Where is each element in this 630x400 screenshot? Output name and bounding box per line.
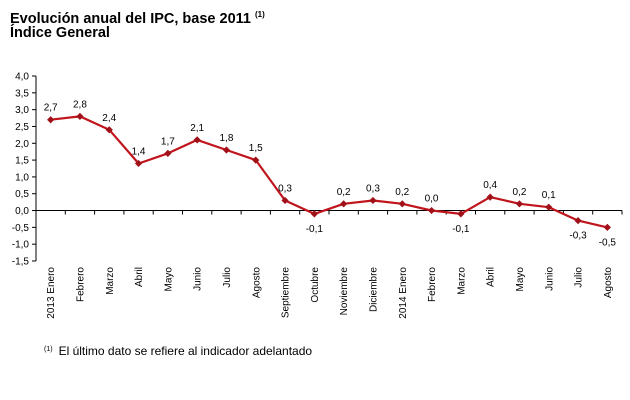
- x-tick-label: 2014 Enero: [398, 267, 409, 319]
- x-tick-label: Octubre: [310, 267, 321, 303]
- y-tick-label: -1,0: [12, 240, 30, 251]
- data-label: -0,1: [306, 224, 324, 235]
- data-point: [222, 146, 231, 154]
- data-label: 0,3: [366, 183, 380, 194]
- x-tick-label: Septiembre: [281, 267, 292, 319]
- data-label: 0,3: [278, 183, 292, 194]
- data-point: [457, 210, 465, 218]
- chart-subtitle: Índice General: [10, 25, 110, 41]
- data-point: [398, 200, 406, 208]
- data-label: 1,5: [249, 143, 263, 154]
- x-axis: 2013 Enero Febrero Marzo Abril Mayo Junio Juli…: [35, 210, 623, 319]
- x-tick-label: Julio: [574, 267, 585, 288]
- chart-title: Evolución anual del IPC, base 2011 (1): [10, 6, 265, 28]
- footnote: (1) El último dato se refiere al indicado…: [44, 344, 312, 358]
- data-point: [574, 217, 582, 225]
- y-axis: 4,0 3,5 3,0 2,5 2,0 1,5 1,0 0,5 0,0 -0,5 -1,0 -1,5: [12, 72, 37, 268]
- x-tick-label: Febrero: [427, 267, 438, 302]
- y-tick-label: -1,5: [12, 257, 30, 268]
- data-point: [134, 159, 143, 168]
- x-tick-label: Junio: [544, 267, 555, 291]
- chart-title-text: Evolución anual del IPC, base 2011: [10, 11, 251, 27]
- x-tick-label: Junio: [193, 267, 204, 291]
- data-label: 0,2: [337, 187, 351, 198]
- x-tick-label: Marzo: [105, 267, 116, 295]
- data-point: [310, 210, 318, 218]
- data-point: [427, 206, 436, 215]
- x-tick-label: Mayo: [515, 267, 526, 292]
- data-label: 2,7: [44, 103, 58, 114]
- y-tick-label: 3,5: [15, 88, 29, 99]
- x-tick-label: Abril: [134, 267, 145, 287]
- data-labels: 2,7 2,8 2,4 1,4 1,7 2,1 1,8 1,5 0,3 -0,1 0,2 0,3 0,2…: [44, 99, 617, 248]
- data-point: [281, 196, 289, 205]
- data-point: [545, 203, 553, 211]
- data-point: [252, 156, 260, 164]
- data-point: [515, 200, 524, 208]
- y-tick-label: 4,0: [15, 72, 29, 83]
- data-label: 1,8: [219, 133, 233, 144]
- data-label: 2,1: [190, 123, 204, 134]
- series-line: [50, 115, 608, 229]
- y-tick-label: 0,0: [15, 206, 29, 217]
- x-tick-label: Agosto: [251, 267, 262, 299]
- data-label: 1,7: [161, 136, 175, 147]
- y-tick-label: 2,0: [15, 139, 29, 150]
- data-point: [369, 196, 377, 205]
- x-tick-label: Mayo: [163, 267, 174, 292]
- data-label: 0,2: [395, 187, 409, 198]
- title-note: (1): [255, 10, 265, 19]
- y-tick-label: 1,5: [15, 156, 29, 167]
- data-label: -0,3: [569, 231, 587, 242]
- x-tick-label: Abril: [486, 267, 497, 287]
- data-label: 0,0: [425, 194, 439, 205]
- data-label: 0,1: [542, 190, 556, 201]
- footnote-marker: (1): [44, 346, 53, 353]
- data-label: 1,4: [132, 146, 146, 157]
- series-ipc: [47, 112, 611, 231]
- x-tick-label: Julio: [222, 267, 233, 288]
- data-label: 2,4: [102, 113, 116, 124]
- y-tick-label: 2,5: [15, 122, 29, 133]
- data-point: [486, 193, 494, 201]
- data-label: 0,2: [512, 187, 526, 198]
- y-tick-label: 0,5: [15, 189, 29, 200]
- data-point: [164, 149, 172, 157]
- data-label: 2,8: [73, 99, 87, 110]
- data-point: [105, 126, 113, 134]
- footnote-text: El último dato se refiere al indicador a…: [58, 344, 313, 358]
- x-tick-label: Noviembre: [339, 267, 350, 316]
- data-label: -0,5: [599, 237, 617, 248]
- x-tick-label: Agosto: [603, 267, 614, 299]
- data-label: -0,1: [452, 224, 470, 235]
- data-point: [340, 200, 348, 208]
- data-label: 0,4: [483, 180, 497, 191]
- x-tick-label: Diciembre: [368, 267, 379, 312]
- y-tick-label: 1,0: [15, 172, 29, 183]
- y-tick-label: -0,5: [12, 223, 30, 234]
- data-point: [76, 112, 84, 120]
- x-tick-label: 2013 Enero: [46, 267, 57, 319]
- x-tick-label: Marzo: [456, 267, 467, 295]
- data-point: [603, 223, 611, 231]
- x-tick-label: Febrero: [75, 267, 86, 302]
- y-tick-label: 3,0: [15, 105, 29, 116]
- data-point: [193, 136, 201, 144]
- data-point: [47, 116, 55, 124]
